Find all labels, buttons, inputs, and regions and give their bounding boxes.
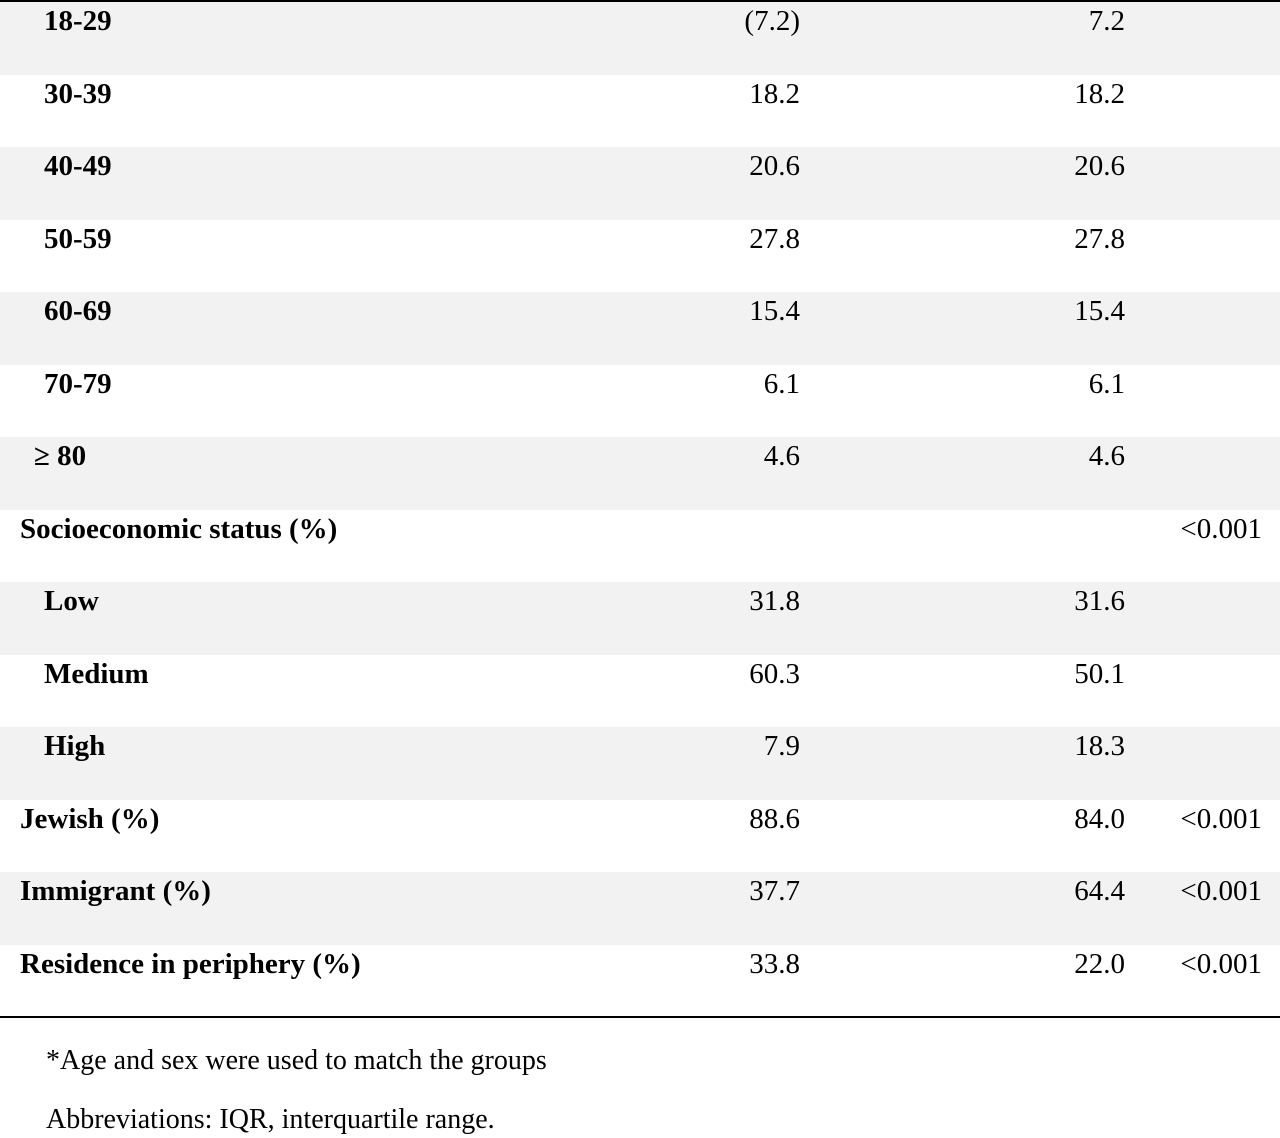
group1-value: 4.6 xyxy=(763,440,800,472)
group1-value: 60.3 xyxy=(749,657,800,690)
row-label: Socioeconomic status (%) xyxy=(20,512,338,545)
group1-value: 31.8 xyxy=(749,585,800,617)
row-label: 60-69 xyxy=(44,295,112,327)
group1-value: 15.4 xyxy=(749,295,800,327)
group1-value: 27.8 xyxy=(749,222,800,255)
group1-value: 37.7 xyxy=(749,875,800,907)
p-value: <0.001 xyxy=(1180,802,1262,835)
group1-value: 88.6 xyxy=(749,802,800,835)
group2-value: 22.0 xyxy=(1074,947,1125,980)
row-label: 40-49 xyxy=(44,150,112,182)
table-row: 18-29 (7.2) 7.2 xyxy=(0,2,1280,75)
table-row: 40-49 20.6 20.6 xyxy=(0,147,1280,220)
table-row: Medium 60.3 50.1 xyxy=(0,655,1280,728)
group2-value: 18.2 xyxy=(1074,77,1125,110)
group1-value: 18.2 xyxy=(749,77,800,110)
group2-value: 31.6 xyxy=(1074,585,1125,617)
row-label: 30-39 xyxy=(44,77,112,110)
p-value: <0.001 xyxy=(1180,875,1262,907)
table-row: Jewish (%) 88.6 84.0 <0.001 xyxy=(0,800,1280,873)
table-row: High 7.9 18.3 xyxy=(0,727,1280,800)
group2-value: 18.3 xyxy=(1074,730,1125,762)
row-label: High xyxy=(44,730,106,762)
table-row: 30-39 18.2 18.2 xyxy=(0,75,1280,148)
row-label: ≥ 80 xyxy=(34,440,87,472)
p-value: <0.001 xyxy=(1180,947,1262,980)
table-bottom-rule xyxy=(0,1016,1280,1018)
group1-value: 7.9 xyxy=(763,730,800,762)
group2-value: 15.4 xyxy=(1074,295,1125,327)
table-row: ≥ 80 4.6 4.6 xyxy=(0,437,1280,510)
group1-value: (7.2) xyxy=(744,5,800,37)
table-row: 70-79 6.1 6.1 xyxy=(0,365,1280,438)
row-label: Immigrant (%) xyxy=(20,875,211,907)
table-row: Residence in periphery (%) 33.8 22.0 <0.… xyxy=(0,945,1280,1018)
table-top-rule xyxy=(0,0,1280,2)
row-label: Medium xyxy=(44,657,149,690)
group2-value: 7.2 xyxy=(1088,5,1125,37)
group2-value: 27.8 xyxy=(1074,222,1125,255)
footnote-matching: *Age and sex were used to match the grou… xyxy=(46,1045,547,1076)
group2-value: 20.6 xyxy=(1074,150,1125,182)
group1-value: 20.6 xyxy=(749,150,800,182)
group2-value: 84.0 xyxy=(1074,802,1125,835)
group2-value: 4.6 xyxy=(1088,440,1125,472)
row-label: Low xyxy=(44,585,99,617)
table-row: Low 31.8 31.6 xyxy=(0,582,1280,655)
table-row: Socioeconomic status (%) <0.001 xyxy=(0,510,1280,583)
row-label: 18-29 xyxy=(44,5,112,37)
group2-value: 64.4 xyxy=(1074,875,1125,907)
row-label: 50-59 xyxy=(44,222,112,255)
footnote-abbreviations: Abbreviations: IQR, interquartile range. xyxy=(46,1104,495,1135)
group2-value: 6.1 xyxy=(1088,367,1125,400)
row-label: Jewish (%) xyxy=(20,802,160,835)
row-label: Residence in periphery (%) xyxy=(20,947,361,980)
group2-value: 50.1 xyxy=(1074,657,1125,690)
row-label: 70-79 xyxy=(44,367,112,400)
table-row: Immigrant (%) 37.7 64.4 <0.001 xyxy=(0,872,1280,945)
group1-value: 6.1 xyxy=(763,367,800,400)
demographics-table: 18-29 (7.2) 7.2 30-39 18.2 18.2 40-49 20… xyxy=(0,2,1280,1017)
group1-value: 33.8 xyxy=(749,947,800,980)
table-row: 60-69 15.4 15.4 xyxy=(0,292,1280,365)
p-value: <0.001 xyxy=(1180,512,1262,545)
table-row: 50-59 27.8 27.8 xyxy=(0,220,1280,293)
